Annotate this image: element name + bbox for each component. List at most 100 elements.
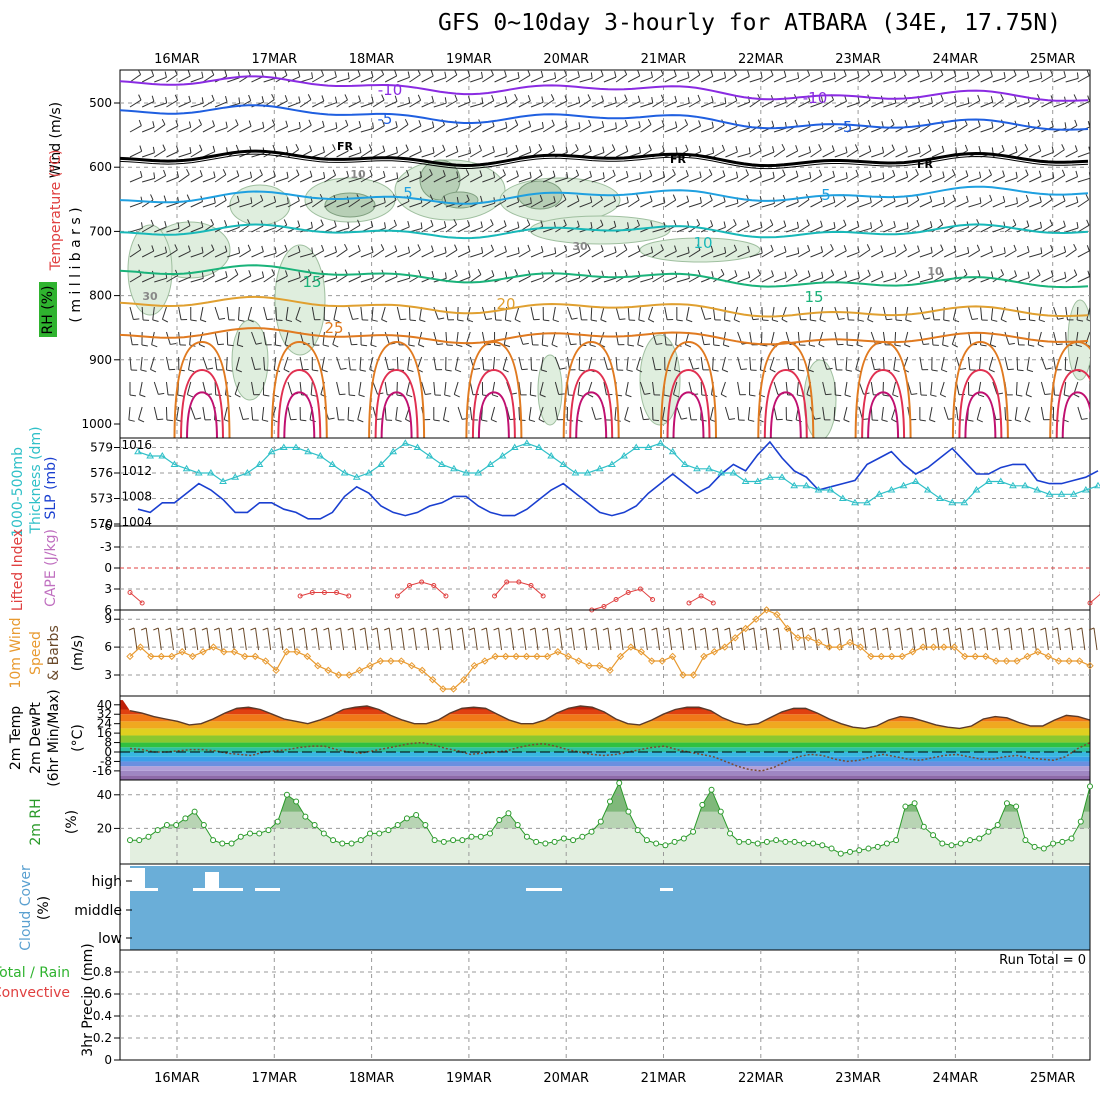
wind-barb <box>263 201 276 208</box>
wind-barb-flag <box>769 219 774 226</box>
wind-barb-flag <box>697 269 701 276</box>
wind-barb <box>720 381 726 395</box>
wind-barb-flag <box>711 271 714 278</box>
wind10-barb <box>376 627 381 651</box>
wind-barb-flag <box>660 94 665 101</box>
wind-barb <box>482 100 495 108</box>
wind-barb <box>518 331 524 345</box>
wind-barb <box>336 125 349 133</box>
wind-barb <box>761 250 774 258</box>
wind-barb <box>858 74 871 83</box>
rh2m-marker <box>874 843 881 850</box>
wind-barb-flag <box>261 96 265 103</box>
wind-barb <box>129 249 142 258</box>
thickness-marker <box>522 439 531 446</box>
wind10-marker <box>481 657 489 665</box>
rh2m-marker <box>440 838 447 845</box>
wind-barb <box>798 100 811 108</box>
wind-barb <box>142 177 155 183</box>
wind-barb <box>1086 306 1090 320</box>
wind10-barb <box>1008 627 1013 651</box>
wind-barb <box>615 306 620 320</box>
tick-label: 40 <box>97 788 112 802</box>
wind-barb <box>980 306 983 320</box>
wind-barb <box>846 306 849 320</box>
wind-barb-flag <box>320 70 325 76</box>
wind-barb <box>239 224 251 233</box>
wind10-marker <box>554 648 562 656</box>
cloud-cover-fill <box>130 866 1090 950</box>
wind-barb-flag <box>660 244 664 251</box>
wind-barb <box>1074 356 1079 370</box>
lifted-index-line <box>1089 593 1100 604</box>
wind-barb-flag <box>186 168 190 175</box>
wind-barb-flag <box>1000 269 1005 275</box>
wind10-barb-flag <box>894 627 900 631</box>
p7-middle-label: middle <box>74 903 122 919</box>
wind-barb-flag <box>991 121 994 128</box>
wind-barb <box>567 251 580 258</box>
rh-shade-region-dark <box>517 180 563 210</box>
wind-barb <box>445 100 458 108</box>
wind-barb <box>154 124 166 133</box>
wind-barb <box>907 276 920 283</box>
temp-contour <box>120 264 1089 289</box>
wind-barb <box>384 199 397 208</box>
wind-barb <box>275 100 288 108</box>
wind10-barb <box>498 627 503 651</box>
wind-barb <box>1077 152 1090 158</box>
wind-barb <box>664 306 668 320</box>
p7-high-label: high <box>91 874 122 890</box>
wind10-barb <box>194 627 199 651</box>
thickness-marker <box>401 439 410 446</box>
wind-barb <box>591 100 604 108</box>
wind-barb <box>322 331 325 345</box>
wind-barb-flag <box>723 71 727 78</box>
wind-barb-flag <box>538 418 545 423</box>
wind-barb-flag <box>247 70 251 76</box>
wind-barb-flag <box>602 172 605 179</box>
wind-barb <box>214 276 228 283</box>
wind-barb-flag <box>371 71 374 78</box>
wind-barb <box>397 200 410 208</box>
wind-barb-flag <box>1075 344 1082 348</box>
wind-barb <box>798 75 810 83</box>
wind-barb <box>506 99 518 108</box>
thickness-marker <box>802 481 811 489</box>
wind-barb <box>846 277 860 283</box>
temp-contour-loop <box>867 391 900 438</box>
lifted-index-marker <box>346 593 352 599</box>
wind-barb <box>773 277 787 283</box>
wind-barb <box>397 277 410 283</box>
wind-barb-flag <box>874 368 881 371</box>
wind10-barb-flag <box>906 627 912 631</box>
wind-barb <box>397 149 409 158</box>
wind-barb <box>263 331 267 345</box>
thickness-marker <box>996 477 1005 484</box>
wind-barb <box>567 102 580 108</box>
wind-barb <box>514 306 520 320</box>
wind-barb-flag <box>467 220 471 227</box>
wind-barb-flag <box>311 394 318 397</box>
wind-barb <box>713 175 726 183</box>
wind-barb-flag <box>809 171 812 179</box>
wind-barb-flag <box>137 244 142 250</box>
wind-barb-flag <box>198 119 202 125</box>
wind-barb <box>639 406 644 420</box>
wind-barb-flag <box>490 244 495 251</box>
wind-barb-flag <box>150 194 154 201</box>
wind-barb <box>348 306 354 320</box>
wind-barb-flag <box>419 171 423 178</box>
wind-barb <box>251 200 264 208</box>
wind-barb <box>939 381 945 395</box>
wind-barb <box>433 226 447 233</box>
wind-barb <box>214 101 228 108</box>
wind-barb-flag <box>432 146 435 154</box>
wind-barb-flag <box>710 70 714 77</box>
wind-barb-flag <box>589 196 593 203</box>
wind-barb-flag <box>238 246 241 254</box>
wind-barb <box>555 75 567 83</box>
wind-barb <box>1004 406 1007 421</box>
wind-barb <box>749 252 763 258</box>
wind10-barb-flag <box>384 627 390 631</box>
